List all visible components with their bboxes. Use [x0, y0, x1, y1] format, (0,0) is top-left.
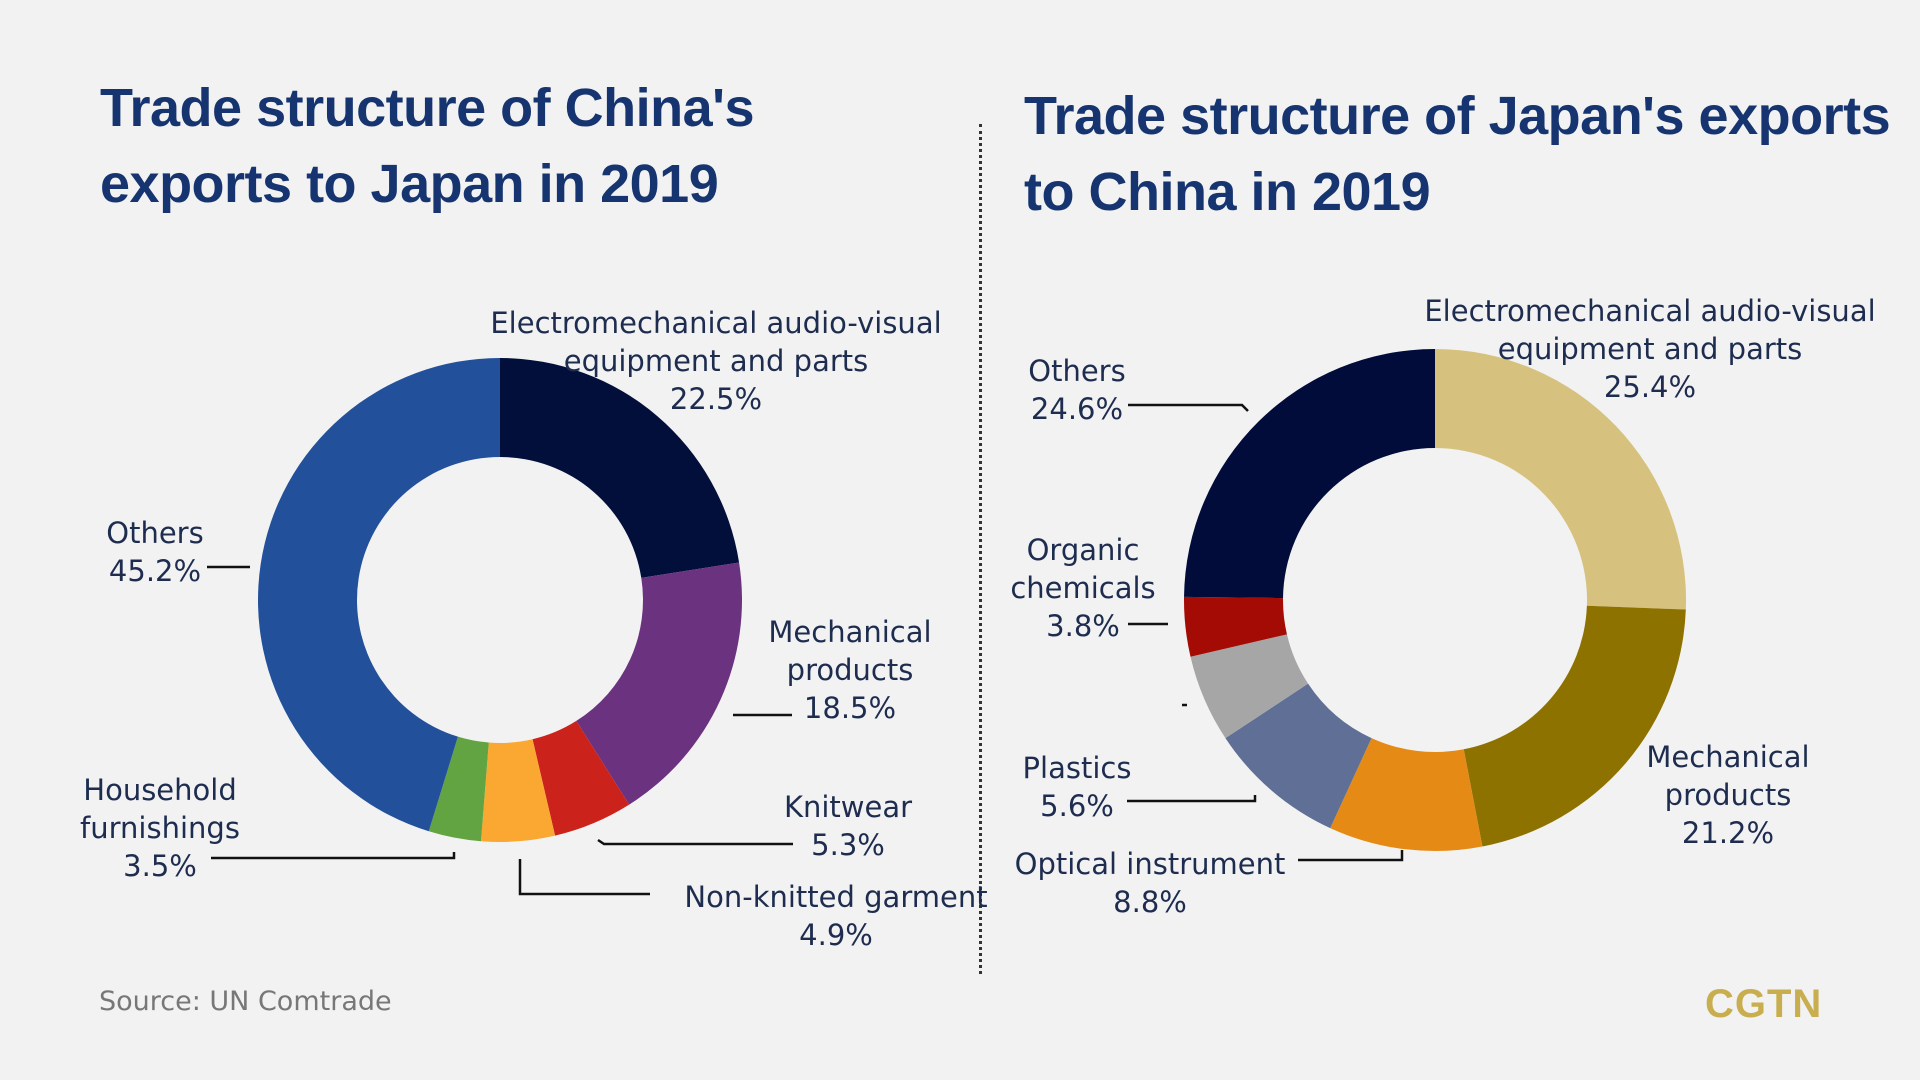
donut-slice: [428, 736, 489, 842]
slice-value-label: 21.2%: [1682, 816, 1774, 850]
donut-slice: [1435, 349, 1686, 610]
leader-line: [211, 852, 456, 860]
source-note: Source: UN Comtrade: [99, 986, 392, 1017]
dotted-divider: [979, 124, 982, 974]
slice-category-label: Electromechanical audio-visual: [1424, 294, 1875, 328]
leader-line: [518, 859, 650, 896]
slice-category-label: Mechanical: [1646, 740, 1809, 774]
donut-chart-2: Electromechanical audio-visual equipment …: [1010, 294, 1875, 919]
slice-category-label: Electromechanical audio-visual: [490, 306, 941, 340]
slice-category-label: Knitwear: [784, 790, 912, 824]
slice-category-label: Others: [106, 516, 203, 550]
donut-slice: [1463, 605, 1686, 847]
slice-category-label: chemicals: [1010, 571, 1155, 605]
slice-value-label: 3.5%: [123, 849, 197, 883]
slice-value-label: 3.8%: [1046, 609, 1120, 643]
donut-slice: [500, 358, 740, 578]
cgtn-logo: CGTN: [1705, 982, 1823, 1026]
slice-category-label: Optical instrument: [1015, 847, 1286, 881]
slice-category-label: Organic: [1027, 533, 1140, 567]
donut-slice: [576, 562, 742, 805]
donut-slice: [1184, 349, 1435, 599]
slice-value-label: 4.9%: [799, 918, 873, 952]
donut-chart-1: Electromechanical audio-visual equipment …: [80, 306, 988, 952]
slice-category-label: products: [1665, 778, 1792, 812]
slice-category-label: furnishings: [80, 811, 240, 845]
leader-line: [1128, 403, 1249, 412]
donut-slice: [1330, 738, 1483, 851]
leader-line: [1127, 795, 1257, 803]
slice-value-label: 22.5%: [670, 382, 762, 416]
donut-slice: [532, 720, 630, 836]
chart-title-japan-exports: Trade structure of Japan's exports to Ch…: [1024, 86, 1891, 222]
donut-slice: [258, 358, 500, 832]
slice-value-label: 24.6%: [1031, 392, 1123, 426]
donut-slice: [1184, 596, 1287, 657]
slice-category-label: Non-knitted garment: [684, 880, 987, 914]
slice-category-label: Others: [1028, 354, 1125, 388]
slice-value-label: 8.8%: [1113, 885, 1187, 919]
slice-category-label: Household: [83, 773, 236, 807]
slice-category-label: Plastics: [1023, 751, 1132, 785]
donut-slice: [1190, 634, 1309, 739]
donut-slice: [1225, 683, 1372, 829]
slice-category-label: equipment and parts: [1498, 332, 1803, 366]
slice-value-label: 18.5%: [804, 691, 896, 725]
slice-value-label: 45.2%: [109, 554, 201, 588]
slice-value-label: 5.3%: [811, 828, 885, 862]
donut-slice: [480, 739, 556, 842]
leader-line: [597, 838, 793, 846]
leader-line: [1298, 850, 1404, 862]
slice-value-label: 25.4%: [1604, 370, 1696, 404]
chart-title-china-exports: Trade structure of China's exports to Ja…: [100, 78, 754, 214]
slice-category-label: Mechanical: [768, 615, 931, 649]
slice-category-label: equipment and parts: [564, 344, 869, 378]
slice-value-label: 5.6%: [1040, 789, 1114, 823]
slice-category-label: products: [787, 653, 914, 687]
